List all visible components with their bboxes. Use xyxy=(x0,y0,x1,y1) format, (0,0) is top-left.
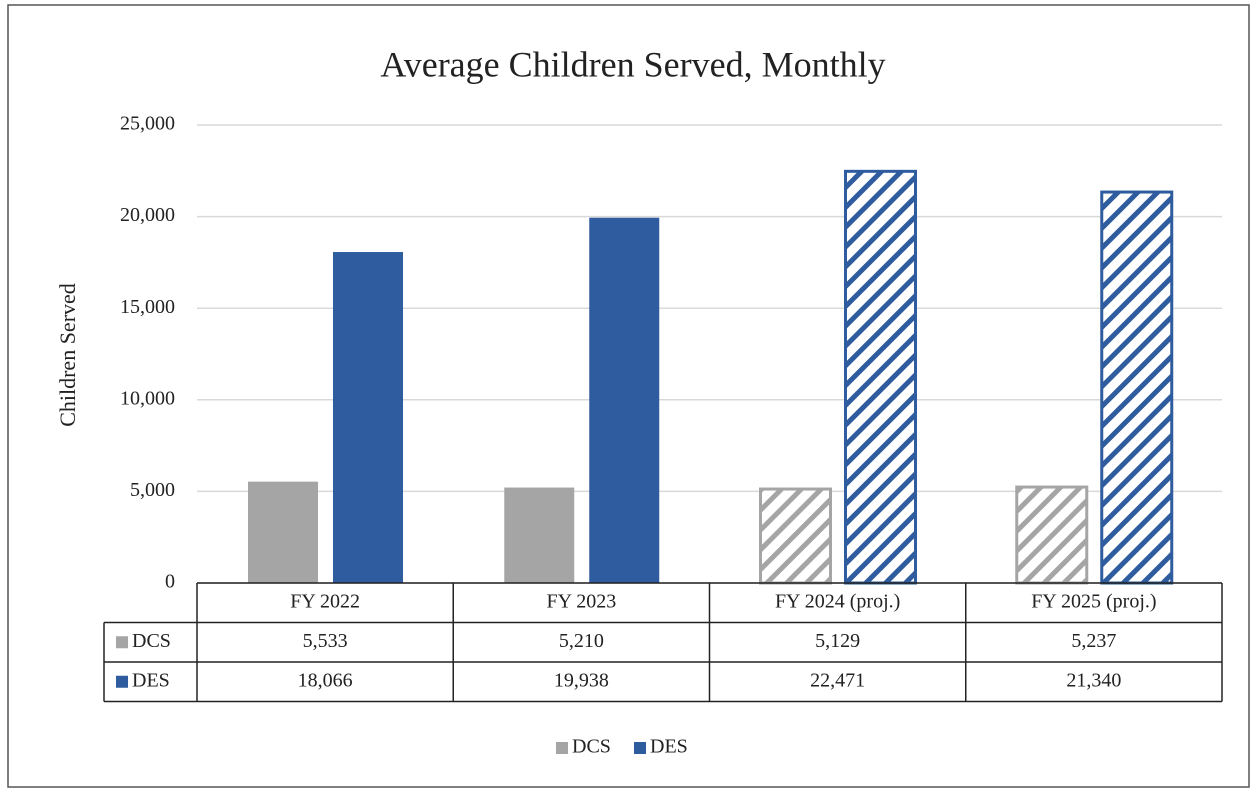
y-tick-label: 15,000 xyxy=(120,296,175,318)
table-value: 5,533 xyxy=(303,630,348,652)
bar xyxy=(504,487,575,583)
chart-title: Average Children Served, Monthly xyxy=(380,44,885,84)
bar xyxy=(1015,485,1089,585)
x-tick-label: FY 2022 xyxy=(290,590,360,612)
x-tick-label: FY 2024 (proj.) xyxy=(775,590,900,612)
bar xyxy=(759,487,832,585)
table-legend-swatch xyxy=(116,636,128,649)
table-series-name: DCS xyxy=(132,630,171,652)
bar xyxy=(248,481,318,583)
table-value: 5,129 xyxy=(815,630,860,652)
table-value: 21,340 xyxy=(1066,669,1121,691)
y-tick-label: 0 xyxy=(165,571,175,593)
y-axis-label: Children Served xyxy=(55,283,80,427)
table-legend-swatch xyxy=(116,675,128,688)
legend-swatch xyxy=(634,742,646,754)
y-tick-label: 10,000 xyxy=(120,387,175,409)
table-series-name: DES xyxy=(132,669,170,691)
x-tick-label: FY 2023 xyxy=(546,590,616,612)
y-tick-label: 25,000 xyxy=(120,113,175,135)
legend-swatch xyxy=(556,742,568,754)
table-value: 19,938 xyxy=(554,669,609,691)
bar xyxy=(1100,190,1174,585)
legend-label: DES xyxy=(650,736,688,758)
table-value: 18,066 xyxy=(298,669,353,691)
table-value: 5,237 xyxy=(1071,630,1116,652)
table-value: 22,471 xyxy=(810,669,865,691)
legend-label: DCS xyxy=(572,736,611,758)
bar xyxy=(844,169,917,585)
y-tick-label: 20,000 xyxy=(120,204,175,226)
table-value: 5,210 xyxy=(559,630,604,652)
bar xyxy=(589,217,660,583)
x-tick-label: FY 2025 (proj.) xyxy=(1031,590,1156,612)
y-tick-label: 5,000 xyxy=(130,479,175,501)
bar xyxy=(333,252,403,583)
